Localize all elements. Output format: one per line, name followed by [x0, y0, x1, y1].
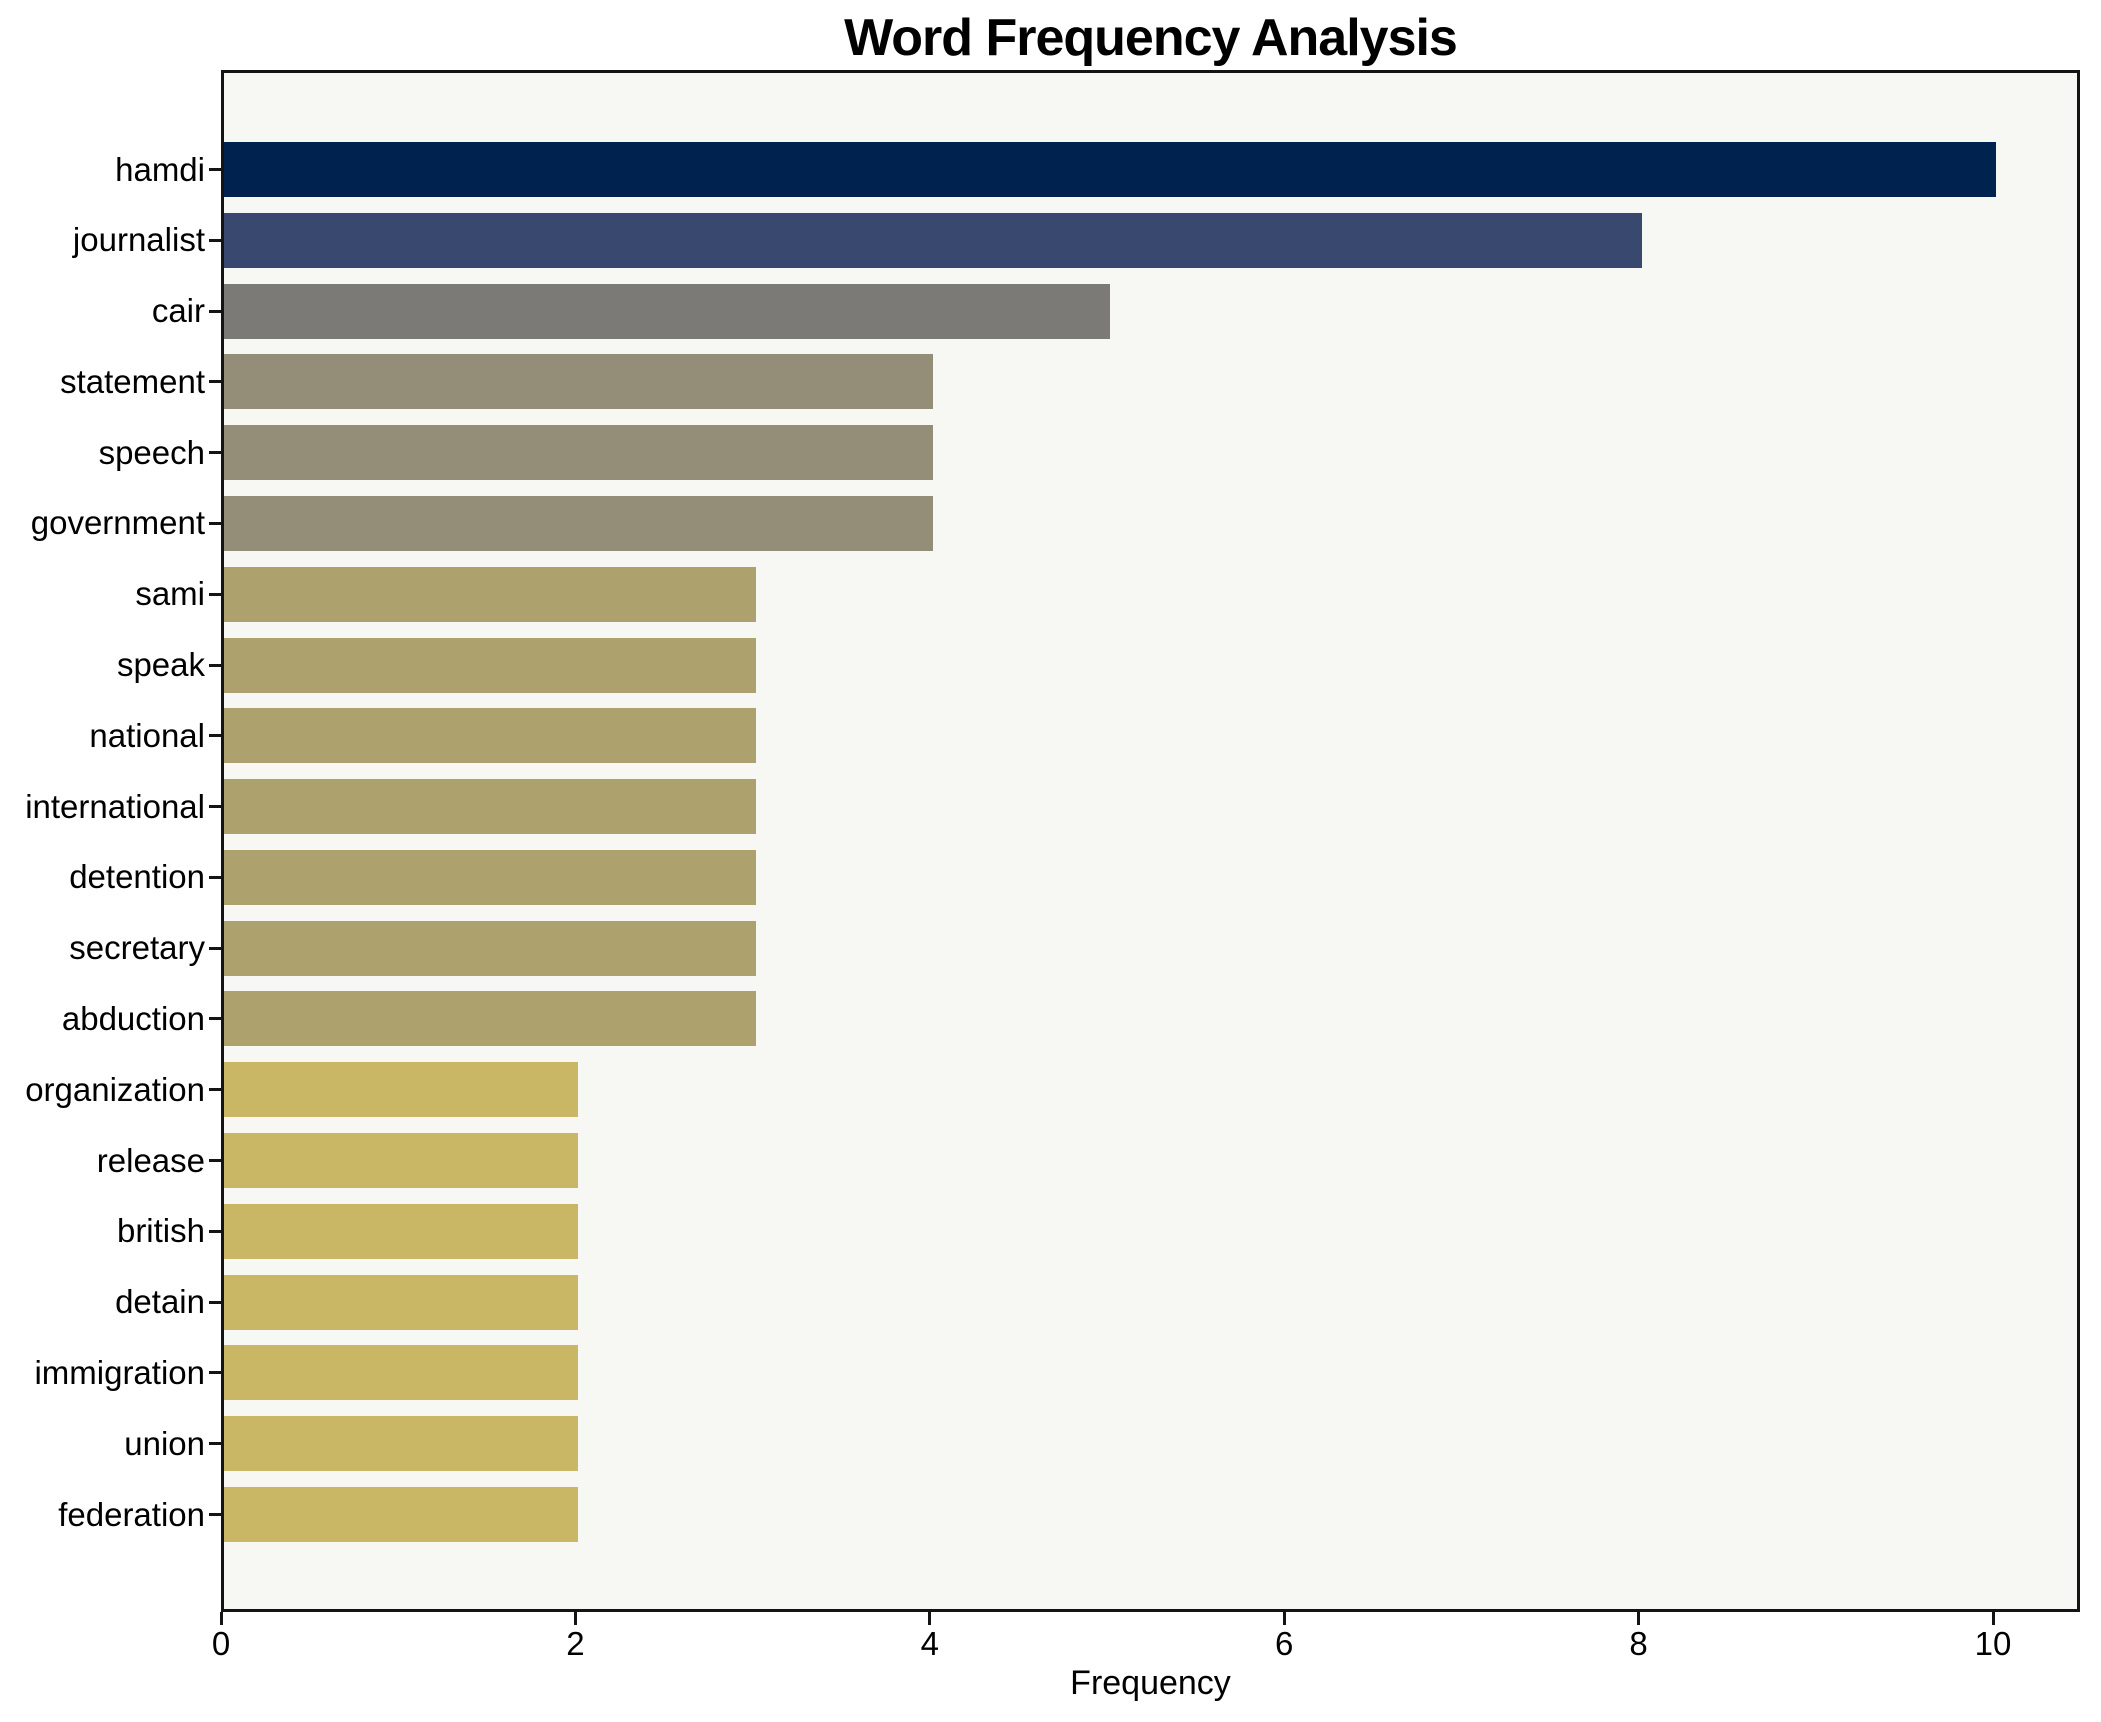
y-tick-label: speech [98, 433, 205, 471]
x-tick-mark [1991, 1612, 1995, 1625]
plot-area [221, 70, 2080, 1612]
x-tick-mark [219, 1612, 223, 1625]
bar-release [224, 1133, 578, 1189]
x-tick-label: 4 [920, 1625, 939, 1662]
bar-abduction [224, 991, 756, 1047]
y-tick-label: federation [58, 1495, 205, 1533]
y-tick-mark [209, 1442, 221, 1446]
y-tick-mark [209, 1229, 221, 1233]
y-tick-label: british [116, 1212, 205, 1250]
bar-government [224, 495, 933, 551]
y-tick-label: immigration [34, 1353, 205, 1391]
bar-secretary [224, 920, 756, 976]
bar-speak [224, 637, 756, 693]
bar-organization [224, 1062, 578, 1118]
y-tick-mark [209, 805, 221, 809]
y-tick-mark [209, 1513, 221, 1516]
y-tick-label: cair [151, 292, 205, 330]
y-tick-mark [209, 238, 221, 242]
x-tick-label: 0 [211, 1625, 231, 1662]
y-tick-mark [209, 875, 221, 879]
y-tick-label: union [124, 1424, 205, 1462]
y-tick-label: abduction [61, 999, 205, 1037]
y-tick-mark [209, 663, 221, 667]
bar-union [224, 1416, 578, 1472]
y-tick-mark [209, 521, 221, 525]
y-tick-mark [209, 1159, 221, 1163]
y-tick-label: statement [60, 362, 205, 400]
x-tick-mark [1282, 1612, 1286, 1625]
y-tick-label: journalist [72, 221, 205, 259]
bar-sami [224, 566, 756, 622]
y-tick-label: international [25, 787, 205, 825]
y-tick-mark [209, 1088, 221, 1092]
y-tick-mark [209, 734, 221, 738]
y-tick-label: sami [135, 575, 205, 613]
bar-cair [224, 283, 1110, 339]
y-tick-mark [209, 1017, 221, 1021]
y-tick-label: government [30, 504, 205, 542]
chart-title: Word Frequency Analysis [844, 9, 1458, 67]
bar-federation [224, 1487, 578, 1542]
y-tick-mark [209, 168, 221, 171]
bar-international [224, 779, 756, 835]
bar-british [224, 1203, 578, 1259]
y-tick-label: national [89, 716, 205, 754]
x-tick-label: 8 [1629, 1625, 1648, 1662]
y-tick-mark [209, 1371, 221, 1375]
y-tick-mark [209, 380, 221, 384]
y-tick-mark [209, 451, 221, 455]
x-axis-label: Frequency [1070, 1664, 1231, 1702]
y-tick-label: secretary [69, 929, 205, 967]
bar-detention [224, 849, 756, 905]
y-tick-label: detention [69, 858, 205, 896]
bar-speech [224, 425, 933, 481]
bar-detain [224, 1274, 578, 1330]
y-tick-label: speak [116, 646, 205, 684]
bar-hamdi [224, 142, 1996, 197]
y-tick-mark [209, 1300, 221, 1304]
x-tick-mark [573, 1612, 577, 1625]
y-tick-label: hamdi [115, 150, 205, 188]
x-tick-mark [1637, 1612, 1641, 1625]
x-tick-label: 10 [1974, 1625, 2012, 1662]
x-tick-label: 2 [566, 1625, 585, 1662]
bar-national [224, 708, 756, 764]
y-tick-label: release [96, 1141, 205, 1179]
bar-statement [224, 354, 933, 410]
bar-immigration [224, 1345, 578, 1401]
x-tick-label: 6 [1275, 1625, 1294, 1662]
x-tick-mark [928, 1612, 932, 1625]
y-tick-mark [209, 309, 221, 313]
y-tick-label: organization [25, 1070, 205, 1108]
y-tick-label: detain [115, 1283, 205, 1321]
bar-journalist [224, 212, 1642, 268]
y-tick-mark [209, 592, 221, 596]
y-tick-mark [209, 946, 221, 950]
